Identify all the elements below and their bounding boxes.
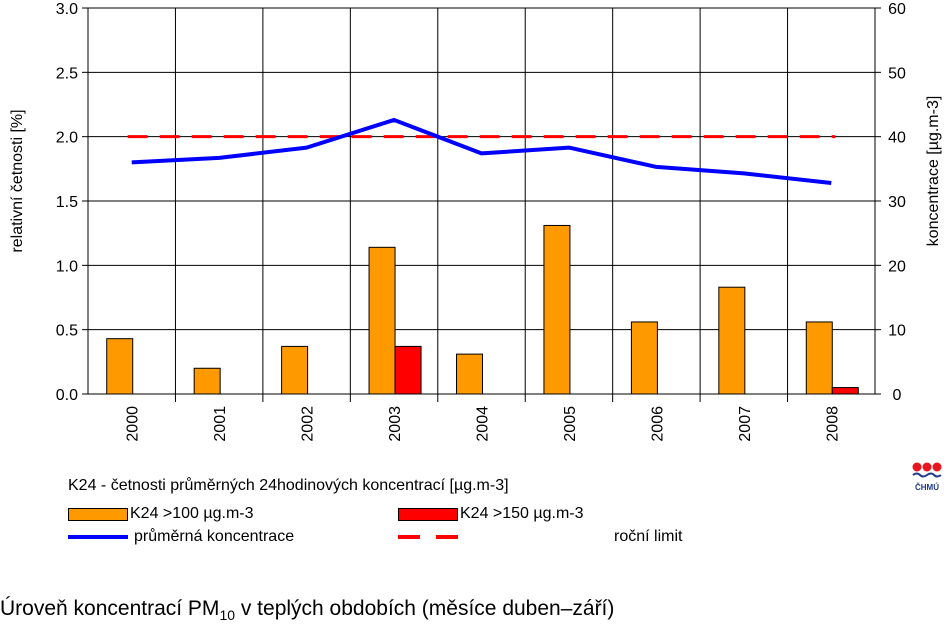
chart: 0.0 0.5 1.0 1.5 2.0 2.5 3.0 0 10 20 30 40 50 60 2000 20…	[9, 1, 942, 442]
y2-tick-label: 0	[893, 387, 902, 404]
y-tick-label: 1.5	[56, 194, 78, 211]
legend-label: K24 >100 µg.m-3	[130, 505, 254, 522]
chart-caption: Úroveň koncentrací PM10 v teplých období…	[0, 597, 614, 623]
bar-k24-100	[106, 338, 134, 395]
bar-k24-150	[394, 345, 422, 395]
bar-k24-100	[630, 321, 658, 395]
y-tick-label: 0.0	[56, 387, 78, 404]
logo-text: ČHMÚ	[915, 483, 939, 492]
legend-swatch-blue-line	[68, 535, 128, 539]
legend-label: roční limit	[614, 528, 683, 545]
y-axis-label: relativní četnosti [%]	[9, 109, 26, 252]
y-tick-label: 0.5	[56, 323, 78, 340]
x-tick-label: 2003	[387, 406, 404, 442]
bar-k24-100	[456, 353, 483, 395]
x-tick-label: 2008	[824, 406, 841, 442]
y-tick-label: 2.5	[56, 65, 78, 82]
y2-tick-label: 60	[888, 1, 906, 18]
bar-k24-150	[831, 387, 859, 395]
x-tick-label: 2002	[300, 406, 317, 442]
y2-tick-label: 20	[888, 258, 906, 275]
legend-swatch-orange	[68, 507, 128, 521]
legend-swatch-red	[398, 507, 458, 521]
y2-tick-label: 10	[888, 323, 906, 340]
legend-item-limit: roční limit	[398, 528, 682, 546]
legend-item-k24-150: K24 >150 µg.m-3	[398, 505, 584, 523]
mean-concentration-line	[131, 117, 832, 185]
bar-k24-100	[718, 286, 746, 395]
caption-sub: 10	[219, 607, 236, 624]
x-tick-label: 2005	[562, 406, 579, 442]
y-tick-label: 1.0	[56, 258, 78, 275]
bar-k24-100	[193, 367, 221, 395]
caption-prefix: Úroveň koncentrací PM	[0, 597, 220, 620]
bar-k24-100	[805, 321, 833, 395]
x-tick-label: 2006	[649, 406, 666, 442]
bar-k24-100	[368, 246, 396, 395]
legend-swatch-red-dash	[398, 535, 458, 539]
chmu-logo-icon	[912, 462, 942, 478]
y2-tick-label: 50	[888, 65, 906, 82]
legend-label: průměrná koncentrace	[134, 528, 295, 545]
bar-k24-100	[543, 224, 571, 395]
legend-item-mean: průměrná koncentrace	[68, 528, 294, 546]
y-tick-label: 3.0	[56, 1, 78, 18]
legend-label: K24 >150 µg.m-3	[460, 505, 584, 522]
caption-suffix: v teplých obdobích (měsíce duben–září)	[235, 597, 615, 620]
bar-k24-100	[281, 345, 309, 395]
legend-item-k24-100: K24 >100 µg.m-3	[68, 505, 254, 523]
x-tick-label: 2001	[212, 406, 229, 442]
x-tick-label: 2004	[475, 406, 492, 442]
legend-title: K24 - četnosti průměrných 24hodinových k…	[68, 477, 509, 494]
y2-axis-label: koncentrace [µg.m-3]	[925, 96, 942, 247]
x-tick-label: 2000	[125, 406, 142, 442]
y-tick-label: 2.0	[56, 130, 78, 147]
y2-tick-label: 40	[888, 130, 906, 147]
x-tick-label: 2007	[737, 406, 754, 442]
y2-tick-label: 30	[888, 194, 906, 211]
